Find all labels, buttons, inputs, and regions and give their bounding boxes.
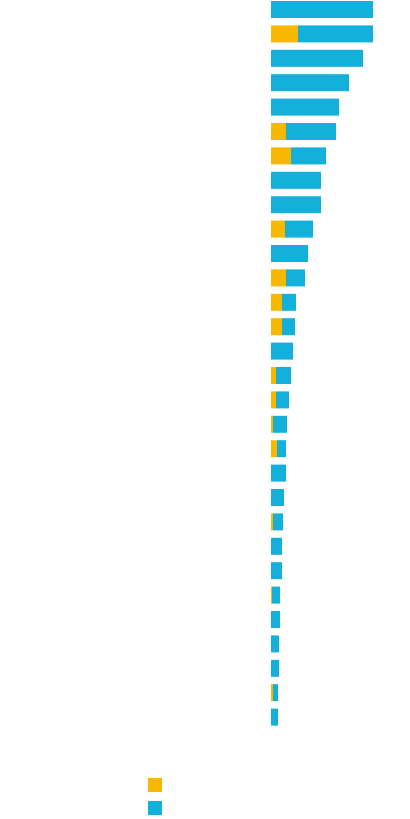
bar-row-30-series-2: [271, 708, 278, 726]
bar-row-4-series-2: [271, 74, 349, 92]
bar-row-18-series-2: [273, 415, 287, 433]
bar-row-2-series-1: [271, 25, 298, 43]
bar-row-16-series-2: [276, 367, 291, 384]
bar-row-13-series-2: [282, 293, 296, 311]
bar-row-6-series-1: [271, 123, 286, 140]
bar-row-15-series-2: [271, 342, 293, 360]
bar-row-18-series-1: [271, 415, 273, 433]
bar-row-16-series-1: [271, 367, 276, 384]
bar-row-3-series-2: [271, 49, 363, 67]
bar-row-17-series-1: [271, 391, 276, 409]
legend: [148, 773, 168, 819]
legend-item-series-1: [148, 773, 168, 796]
bar-row-29-series-1: [271, 684, 273, 702]
bar-row-1-series-2: [271, 1, 373, 18]
bar-row-7-series-2: [291, 147, 326, 165]
bar-row-25-series-2: [272, 586, 280, 604]
bar-row-10-series-1: [271, 220, 285, 238]
bar-row-26-series-2: [271, 611, 280, 628]
bar-row-25-series-1: [271, 586, 272, 604]
bar-row-24-series-2: [271, 562, 282, 580]
legend-swatch-series-2: [148, 800, 162, 815]
bar-row-11-series-2: [271, 245, 308, 262]
bar-row-5-series-2: [271, 98, 339, 116]
bar-row-21-series-2: [271, 489, 284, 506]
bar-row-27-series-2: [271, 635, 279, 653]
bar-row-2-series-2: [298, 25, 373, 43]
legend-swatch-series-1: [148, 777, 162, 792]
bar-row-7-series-1: [271, 147, 291, 165]
bar-row-23-series-2: [271, 537, 282, 555]
bar-row-22-series-2: [273, 513, 283, 531]
bar-row-6-series-2: [286, 123, 336, 140]
bar-row-13-series-1: [271, 293, 282, 311]
bar-row-17-series-2: [276, 391, 289, 409]
bar-row-10-series-2: [285, 220, 313, 238]
bar-row-28-series-2: [271, 659, 279, 677]
bar-row-19-series-2: [277, 440, 286, 458]
bar-row-12-series-2: [286, 269, 305, 287]
legend-item-series-2: [148, 796, 168, 819]
bar-row-14-series-2: [282, 318, 295, 336]
bar-row-9-series-2: [271, 196, 321, 214]
bar-row-29-series-2: [273, 684, 278, 702]
bar-row-22-series-1: [271, 513, 273, 531]
bar-row-19-series-1: [271, 440, 277, 458]
bar-row-14-series-1: [271, 318, 282, 336]
bar-row-20-series-2: [271, 464, 286, 482]
bar-row-8-series-2: [271, 171, 321, 189]
bar-row-12-series-1: [271, 269, 286, 287]
